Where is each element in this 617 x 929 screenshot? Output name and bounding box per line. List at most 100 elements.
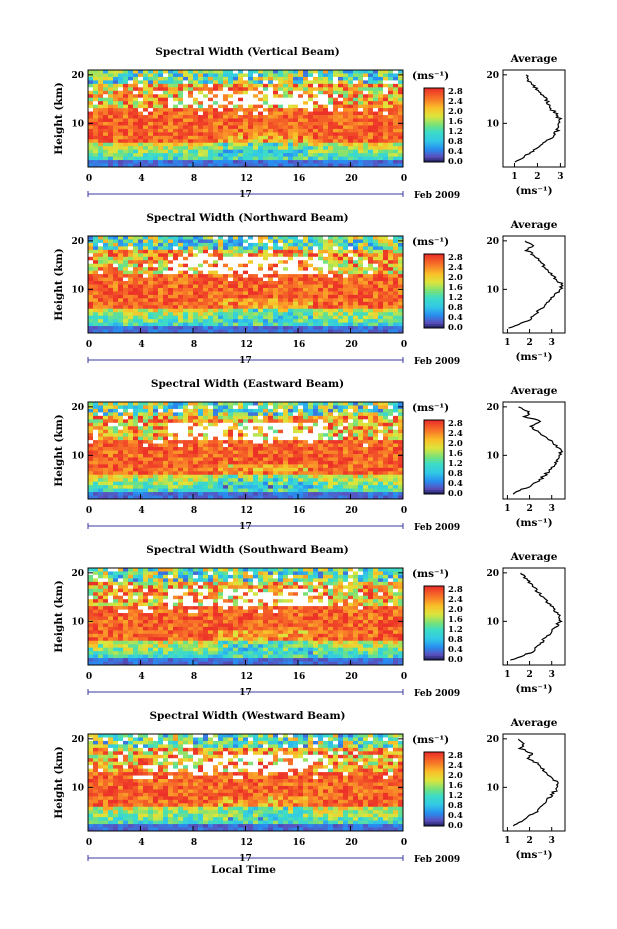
x-tick-label: 8 bbox=[191, 340, 197, 350]
colorbar-tick-label: 2.4 bbox=[448, 429, 463, 439]
colorbar-tick-label: 1.6 bbox=[448, 615, 463, 625]
avg-frame bbox=[502, 401, 566, 500]
x-tick-label: 0 bbox=[86, 838, 92, 848]
x-axis-label: Local Time bbox=[211, 864, 276, 876]
colorbar-tick-label: 2.8 bbox=[448, 585, 463, 595]
heatmap-cells bbox=[88, 70, 404, 168]
colorbar-tick-label: 2.4 bbox=[448, 761, 463, 771]
x-tick-label: 0 bbox=[401, 506, 407, 516]
avg-x-tick-label: 1 bbox=[504, 836, 510, 846]
avg-x-tick-label: 1 bbox=[504, 338, 510, 348]
date-month-year: Feb 2009 bbox=[414, 191, 460, 201]
colorbar-tick-label: 0.8 bbox=[448, 635, 463, 645]
panel-title: Spectral Width (Vertical Beam) bbox=[155, 46, 339, 58]
colorbar-unit: (ms⁻¹) bbox=[412, 734, 449, 746]
avg-profile-line bbox=[508, 240, 564, 329]
x-tick-label: 20 bbox=[345, 506, 358, 516]
colorbar bbox=[424, 88, 444, 163]
colorbar-tick-label: 2.4 bbox=[448, 263, 463, 273]
date-month-year: Feb 2009 bbox=[414, 357, 460, 367]
avg-x-tick-label: 3 bbox=[557, 172, 563, 182]
avg-title: Average bbox=[510, 53, 558, 65]
x-tick-label: 0 bbox=[401, 340, 407, 350]
colorbar-tick-label: 0.4 bbox=[448, 479, 463, 489]
colorbar-tick-label: 0.0 bbox=[448, 157, 463, 167]
colorbar-tick-label: 0.8 bbox=[448, 801, 463, 811]
heatmap-cells bbox=[88, 568, 404, 666]
avg-frame bbox=[502, 567, 566, 666]
y-axis-label: Height (km) bbox=[53, 746, 65, 818]
x-tick-label: 16 bbox=[293, 174, 306, 184]
colorbar-tick-label: 2.0 bbox=[448, 439, 463, 449]
avg-x-tick-label: 2 bbox=[526, 670, 532, 680]
colorbar-tick-label: 2.8 bbox=[448, 419, 463, 429]
x-tick-label: 16 bbox=[293, 838, 306, 848]
avg-y-tick-label: 20 bbox=[486, 71, 499, 81]
colorbar-tick-label: 2.0 bbox=[448, 605, 463, 615]
y-tick-label: 10 bbox=[71, 119, 84, 129]
avg-x-label: (ms⁻¹) bbox=[515, 849, 552, 861]
avg-y-tick-label: 10 bbox=[486, 783, 499, 793]
colorbar-tick-label: 0.8 bbox=[448, 469, 463, 479]
avg-y-tick-label: 20 bbox=[486, 237, 499, 247]
x-tick-label: 8 bbox=[191, 672, 197, 682]
avg-x-tick-label: 2 bbox=[526, 338, 532, 348]
y-tick-label: 10 bbox=[71, 451, 84, 461]
x-tick-label: 8 bbox=[191, 174, 197, 184]
colorbar-frame bbox=[423, 751, 445, 827]
colorbar-tick-label: 1.6 bbox=[448, 781, 463, 791]
heatmap-cells bbox=[88, 734, 404, 832]
x-tick-label: 4 bbox=[138, 672, 144, 682]
colorbar-tick-label: 2.8 bbox=[448, 253, 463, 263]
avg-x-label: (ms⁻¹) bbox=[515, 351, 552, 363]
avg-y-tick-label: 10 bbox=[486, 451, 499, 461]
y-tick-label: 10 bbox=[71, 617, 84, 627]
colorbar-tick-label: 1.6 bbox=[448, 283, 463, 293]
x-tick-label: 8 bbox=[191, 838, 197, 848]
y-tick-label: 20 bbox=[71, 237, 84, 247]
avg-x-tick-label: 3 bbox=[549, 670, 555, 680]
colorbar-tick-label: 1.2 bbox=[448, 293, 463, 303]
avg-x-tick-label: 3 bbox=[549, 338, 555, 348]
colorbar bbox=[424, 420, 444, 495]
avg-frame bbox=[502, 235, 566, 334]
avg-profile-line bbox=[512, 738, 559, 827]
y-axis-label: Height (km) bbox=[53, 82, 65, 154]
colorbar-unit: (ms⁻¹) bbox=[412, 70, 449, 82]
avg-title: Average bbox=[510, 717, 558, 729]
colorbar bbox=[424, 586, 444, 661]
avg-frame bbox=[502, 69, 566, 168]
panel-title: Spectral Width (Eastward Beam) bbox=[151, 378, 344, 390]
colorbar bbox=[424, 752, 444, 827]
x-tick-label: 12 bbox=[240, 672, 253, 682]
x-tick-label: 16 bbox=[293, 672, 306, 682]
heatmap-cells bbox=[88, 402, 404, 500]
x-tick-label: 0 bbox=[86, 340, 92, 350]
colorbar-tick-label: 0.8 bbox=[448, 137, 463, 147]
colorbar-unit: (ms⁻¹) bbox=[412, 236, 449, 248]
x-tick-label: 4 bbox=[138, 174, 144, 184]
x-tick-label: 0 bbox=[401, 672, 407, 682]
colorbar-tick-label: 2.4 bbox=[448, 595, 463, 605]
colorbar-tick-label: 0.0 bbox=[448, 323, 463, 333]
avg-x-tick-label: 2 bbox=[534, 172, 540, 182]
x-tick-label: 8 bbox=[191, 506, 197, 516]
avg-profile-line bbox=[512, 406, 564, 495]
y-tick-label: 20 bbox=[71, 71, 84, 81]
date-day: 17 bbox=[239, 854, 252, 864]
colorbar-frame bbox=[423, 419, 445, 495]
date-day: 17 bbox=[239, 522, 252, 532]
avg-title: Average bbox=[510, 219, 558, 231]
avg-profile-line bbox=[514, 74, 563, 163]
colorbar-tick-label: 2.8 bbox=[448, 87, 463, 97]
avg-profile-line bbox=[510, 572, 563, 661]
x-tick-label: 12 bbox=[240, 340, 253, 350]
avg-y-tick-label: 10 bbox=[486, 617, 499, 627]
y-tick-label: 20 bbox=[71, 403, 84, 413]
avg-frame bbox=[502, 733, 566, 832]
panel-2: Spectral Width (Northward Beam)1020Heigh… bbox=[53, 212, 566, 367]
panel-1: Spectral Width (Vertical Beam) 10 20 Height… bbox=[53, 46, 566, 201]
panel-title: Spectral Width (Southward Beam) bbox=[146, 544, 348, 556]
date-month-year: Feb 2009 bbox=[414, 523, 460, 533]
colorbar-tick-label: 1.6 bbox=[448, 449, 463, 459]
